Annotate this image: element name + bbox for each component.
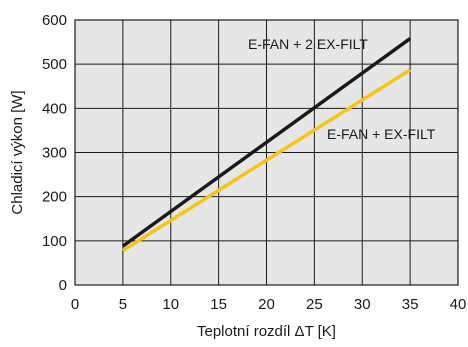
plot-border xyxy=(74,19,459,286)
x-tick-label: 15 xyxy=(210,296,227,313)
x-tick-label: 25 xyxy=(306,296,323,313)
y-axis-title: Chladicí výkon [W] xyxy=(9,90,26,214)
series-labels: E-FAN + 2 EX-FILT E-FAN + EX-FILT xyxy=(248,36,436,142)
x-tick-label: 20 xyxy=(258,296,275,313)
x-tick-label: 30 xyxy=(354,296,371,313)
x-axis-title: Teplotní rozdíl ΔT [K] xyxy=(197,323,336,340)
x-tick-label: 40 xyxy=(450,296,467,313)
y-tick-labels: 0 100 200 300 400 500 600 xyxy=(42,12,67,294)
y-tick-label: 100 xyxy=(42,233,67,250)
series-line-1 xyxy=(121,68,412,253)
y-tick-label: 500 xyxy=(42,56,67,73)
y-tick-label: 400 xyxy=(42,100,67,117)
x-tick-label: 0 xyxy=(71,296,79,313)
series-lines xyxy=(121,37,412,253)
y-tick-label: 300 xyxy=(42,145,67,162)
series-line-0 xyxy=(121,37,412,248)
y-tick-label: 600 xyxy=(42,12,67,29)
y-tick-label: 200 xyxy=(42,189,67,206)
x-tick-label: 5 xyxy=(119,296,127,313)
x-tick-labels: 0 5 10 15 20 25 30 35 40 xyxy=(71,296,467,313)
series-label-0: E-FAN + 2 EX-FILT xyxy=(248,36,368,52)
y-tick-label: 0 xyxy=(59,277,67,294)
series-label-1: E-FAN + EX-FILT xyxy=(327,126,436,142)
x-tick-label: 10 xyxy=(162,296,179,313)
x-tick-label: 35 xyxy=(402,296,419,313)
